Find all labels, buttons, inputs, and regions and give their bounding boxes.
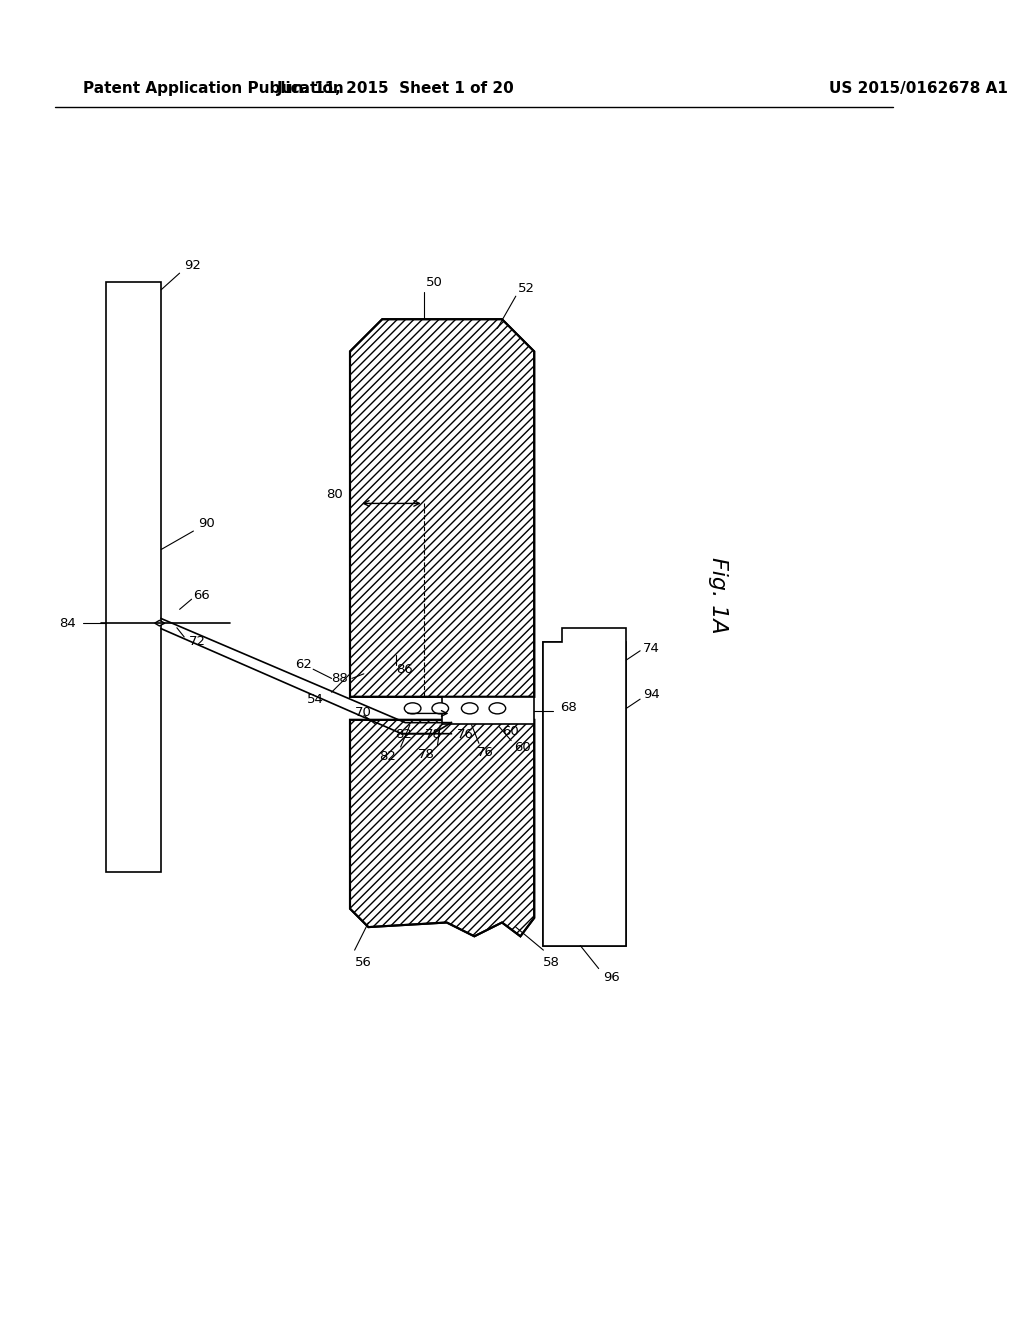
Text: 86: 86 (396, 663, 413, 676)
Ellipse shape (404, 702, 421, 714)
Text: 76: 76 (457, 727, 473, 741)
Polygon shape (155, 620, 165, 626)
Text: Jun. 11, 2015  Sheet 1 of 20: Jun. 11, 2015 Sheet 1 of 20 (278, 82, 515, 96)
Text: 92: 92 (184, 259, 201, 272)
Text: 76: 76 (477, 746, 494, 759)
Polygon shape (544, 628, 627, 945)
Text: 56: 56 (354, 956, 372, 969)
Text: 78: 78 (418, 748, 435, 760)
Text: 74: 74 (643, 643, 659, 656)
Text: 90: 90 (198, 517, 215, 531)
Text: US 2015/0162678 A1: US 2015/0162678 A1 (829, 82, 1008, 96)
Text: 50: 50 (426, 276, 442, 289)
Bar (544, 642, 627, 945)
Text: 70: 70 (354, 706, 372, 719)
Text: 62: 62 (295, 659, 311, 671)
Text: 52: 52 (518, 282, 535, 296)
Ellipse shape (489, 702, 506, 714)
Ellipse shape (462, 702, 478, 714)
Bar (105, 282, 161, 871)
Ellipse shape (432, 702, 449, 714)
Text: 60: 60 (502, 725, 519, 738)
Text: 72: 72 (188, 635, 206, 648)
Text: 66: 66 (194, 589, 210, 602)
Text: 94: 94 (643, 688, 659, 701)
Text: Fig. 1A: Fig. 1A (709, 557, 728, 634)
Text: 82: 82 (379, 750, 396, 763)
Text: 60: 60 (514, 742, 530, 755)
Text: 68: 68 (560, 701, 577, 714)
Polygon shape (350, 719, 535, 936)
Text: 96: 96 (603, 972, 621, 985)
Text: 88: 88 (332, 672, 348, 685)
Text: Patent Application Publication: Patent Application Publication (83, 82, 344, 96)
Text: 84: 84 (58, 616, 76, 630)
Text: 78: 78 (425, 727, 441, 741)
Text: 82: 82 (395, 727, 412, 741)
Text: 80: 80 (326, 487, 343, 500)
Bar (442, 697, 535, 725)
Text: 54: 54 (307, 693, 325, 706)
Polygon shape (350, 319, 535, 697)
Text: 58: 58 (544, 956, 560, 969)
